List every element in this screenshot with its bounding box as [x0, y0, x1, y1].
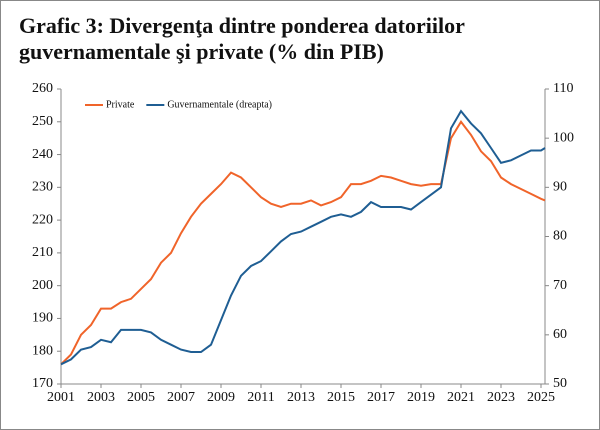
- x-tick-label: 2005: [127, 390, 155, 405]
- y-tick-label: 200: [32, 278, 53, 293]
- x-tick-label: 2003: [87, 390, 115, 405]
- legend-label: Guvernamentale (dreapta): [167, 99, 272, 110]
- y-tick-label: 210: [32, 245, 53, 260]
- x-tick-label: 2011: [247, 390, 274, 405]
- x-tick-label: 2015: [327, 390, 355, 405]
- x-tick-label: 2023: [487, 390, 515, 405]
- x-tick-label: 2009: [207, 390, 235, 405]
- y2-tick-label: 100: [553, 130, 574, 145]
- y2-tick-label: 50: [553, 376, 567, 391]
- y2-tick-label: 80: [553, 229, 567, 244]
- x-tick-label: 2007: [167, 390, 195, 405]
- x-tick-label: 2021: [447, 390, 475, 405]
- y2-tick-label: 90: [553, 180, 567, 195]
- y2-tick-label: 60: [553, 327, 567, 342]
- y-tick-label: 250: [32, 114, 53, 129]
- y-tick-label: 220: [32, 212, 53, 227]
- y-tick-label: 170: [32, 376, 53, 391]
- x-tick-label: 2013: [287, 390, 315, 405]
- series-line: [60, 120, 546, 366]
- x-tick-label: 2025: [527, 390, 555, 405]
- y-tick-label: 260: [32, 81, 53, 96]
- y-tick-label: 230: [32, 180, 53, 195]
- x-tick-label: 2019: [407, 390, 435, 405]
- series-line: [60, 109, 546, 366]
- chart-title: Grafic 3: Divergenţa dintre ponderea dat…: [19, 13, 465, 64]
- legend-label: Private: [106, 99, 135, 110]
- x-tick-label: 2017: [367, 390, 395, 405]
- y-tick-label: 180: [32, 343, 53, 358]
- y2-tick-label: 70: [553, 278, 567, 293]
- x-tick-label: 2001: [47, 390, 75, 405]
- y2-tick-label: 110: [553, 81, 573, 96]
- y-tick-label: 240: [32, 147, 53, 162]
- y-tick-label: 190: [32, 311, 53, 326]
